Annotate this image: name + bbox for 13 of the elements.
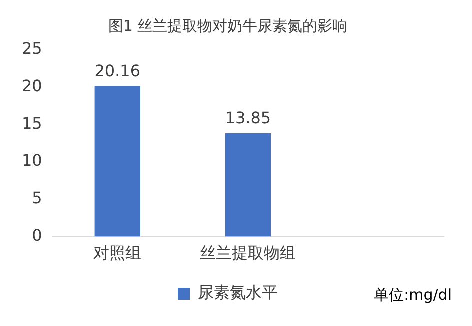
y-tick-label: 5 bbox=[32, 188, 42, 208]
y-tick-label: 15 bbox=[22, 114, 42, 133]
text: 单位:mg/dl bbox=[374, 286, 452, 304]
y-tick-label: 20 bbox=[22, 76, 42, 96]
x-tick-label: 丝兰提取物组 bbox=[200, 244, 296, 263]
chart-title: 图1 丝兰提取物对奶牛尿素氮的影响 bbox=[108, 16, 348, 35]
y-tick-label: 0 bbox=[32, 226, 42, 245]
y-tick-label: 10 bbox=[22, 151, 42, 170]
x-tick-label: 对照组 bbox=[94, 244, 142, 263]
y-tick-label: 25 bbox=[22, 39, 42, 58]
data-label: 13.85 bbox=[225, 108, 272, 128]
data-label: 20.16 bbox=[94, 61, 141, 80]
legend-label: 尿素氮水平 bbox=[198, 283, 278, 302]
